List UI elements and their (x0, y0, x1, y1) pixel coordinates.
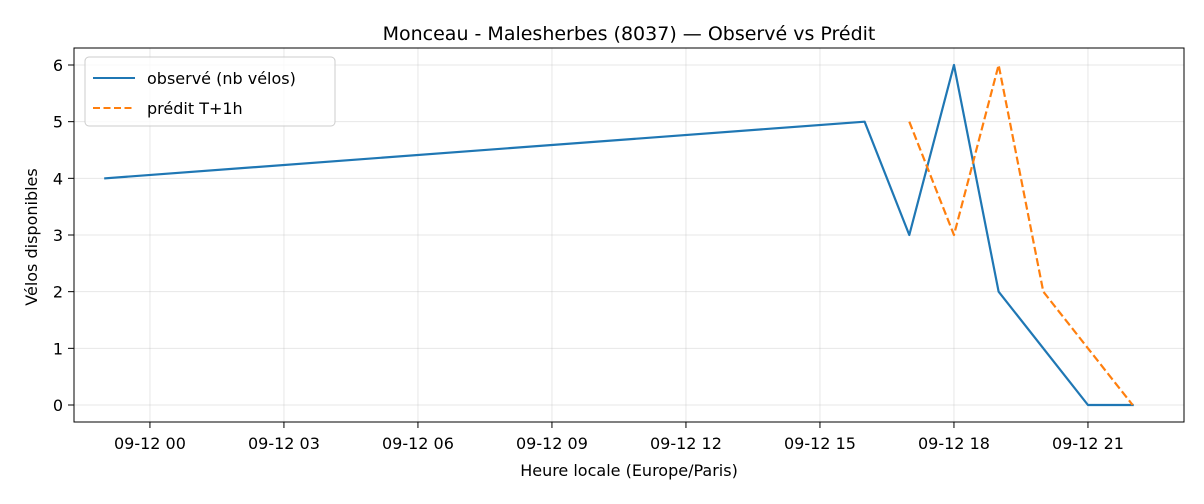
x-tick-label: 09-12 15 (784, 434, 856, 453)
legend-label-predicted: prédit T+1h (147, 99, 243, 118)
series-layer (104, 63, 1134, 407)
legend-box (84, 56, 336, 127)
series-line-predicted (908, 63, 1134, 406)
x-axis-label: Heure locale (Europe/Paris) (520, 461, 738, 480)
ticks: 09-12 00 09-12 03 09-12 06 09-12 09 09-12 12… (53, 56, 1124, 453)
x-tick-label: 09-12 12 (650, 434, 722, 453)
y-axis-label: Vélos disponibles (22, 168, 41, 305)
x-tick-label: 09-12 00 (114, 434, 186, 453)
y-tick-label: 6 (53, 56, 63, 75)
y-tick-label: 4 (53, 169, 63, 188)
y-tick-label: 5 (53, 113, 63, 132)
y-tick-label: 0 (53, 396, 63, 415)
y-tick-label: 1 (53, 339, 63, 358)
series-line-observed (104, 63, 1134, 407)
chart-title: Monceau - Malesherbes (8037) — Observé v… (383, 23, 876, 45)
x-tick-label: 09-12 18 (918, 434, 990, 453)
legend: observé (nb vélos) prédit T+1h (84, 56, 336, 127)
x-tick-label: 09-12 21 (1052, 434, 1124, 453)
y-tick-label: 2 (53, 283, 63, 302)
x-tick-label: 09-12 09 (516, 434, 588, 453)
x-tick-label: 09-12 06 (382, 434, 454, 453)
legend-label-observed: observé (nb vélos) (147, 69, 296, 88)
y-tick-label: 3 (53, 226, 63, 245)
x-tick-label: 09-12 03 (248, 434, 320, 453)
